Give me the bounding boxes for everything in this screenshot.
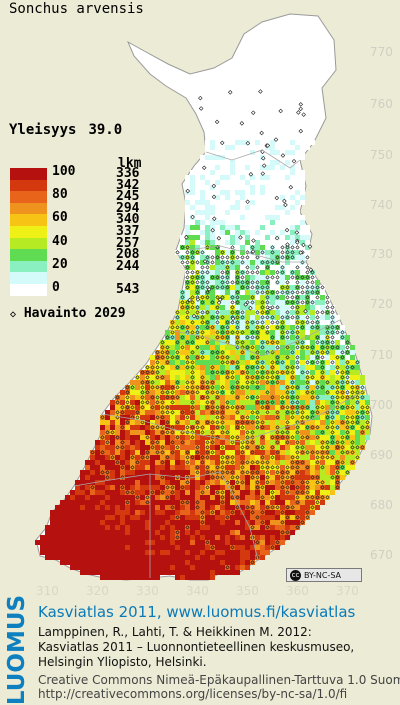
legend-count: 340 (116, 212, 140, 228)
legend-label: 60 (52, 210, 68, 226)
legend-count: 257 (116, 235, 140, 251)
legend-swatch (10, 272, 47, 285)
y-axis-tick: 690 (370, 448, 393, 462)
y-axis-tick: 730 (370, 247, 393, 261)
y-axis-tick: 770 (370, 45, 393, 59)
map-area (35, 13, 373, 581)
observation-dot-icon: ◇ (10, 309, 17, 320)
legend-count: 337 (116, 224, 140, 239)
legend-swatch (10, 191, 47, 204)
cc-icon: cc (290, 569, 301, 581)
footer (0, 600, 400, 702)
y-axis-tick: 670 (370, 548, 393, 562)
luomus-logo: LUOMUS (4, 594, 30, 705)
x-axis-tick: 350 (236, 584, 259, 598)
legend-count: 342 (116, 177, 140, 193)
x-axis-tick: 370 (336, 584, 359, 598)
y-axis-tick: 710 (370, 348, 393, 362)
frequency-value: 39.0 (88, 122, 123, 138)
y-axis-tick: 680 (370, 498, 393, 512)
y-axis-tick: 760 (370, 97, 393, 111)
cc-badge-text: BY-NC-SA (304, 570, 342, 580)
legend-swatch (10, 249, 47, 262)
legend-label: 40 (52, 233, 68, 249)
legend-count-header: lkm (118, 156, 142, 171)
legend-label: 0 (52, 280, 60, 295)
frequency-readout: Yleisyys 39.0 (9, 122, 122, 138)
legend-swatch (10, 237, 47, 250)
species-name: Sonchus arvensis (9, 1, 144, 17)
license-link[interactable]: http://creativecommons.org/licenses/by-n… (38, 687, 348, 701)
y-axis-tick: 750 (370, 148, 393, 162)
atlas-link[interactable]: Kasviatlas 2011, www.luomus.fi/kasviatla… (38, 603, 356, 621)
x-axis-tick: 330 (136, 584, 159, 598)
license-line-1: Creative Commons Nimeä-Epäkaupallinen-Ta… (38, 673, 400, 687)
legend-count: 294 (116, 200, 140, 216)
legend-label: 80 (52, 187, 68, 203)
cc-license-badge[interactable]: cc BY-NC-SA (286, 568, 362, 582)
legend-swatch (10, 214, 47, 227)
distribution-map (35, 13, 373, 581)
legend-swatch (10, 179, 47, 192)
province-boundaries (73, 149, 367, 578)
y-axis-tick: 720 (370, 297, 393, 311)
observations-value: 2029 (94, 306, 126, 321)
citation-line-1: Lamppinen, R., Lahti, T. & Heikkinen M. … (38, 625, 312, 639)
citation-line-2: Kasviatlas 2011 – Luonnontieteellinen ke… (38, 640, 355, 654)
x-axis-tick: 320 (86, 584, 109, 598)
y-axis-tick: 700 (370, 398, 393, 412)
legend-swatch (10, 260, 47, 273)
legend-swatch (10, 202, 47, 215)
x-axis-tick: 360 (286, 584, 309, 598)
observations-readout: ◇ Havainto 2029 (10, 306, 126, 321)
legend-swatch (10, 284, 47, 297)
legend-count: 208 (116, 247, 140, 263)
frequency-label: Yleisyys (9, 122, 77, 138)
legend-count: 244 (116, 258, 140, 274)
legend-count: 543 (116, 282, 140, 297)
legend-label: 20 (52, 256, 68, 272)
x-axis-tick: 310 (36, 584, 59, 598)
legend-swatch (10, 226, 47, 239)
legend-count: 245 (116, 189, 140, 205)
citation-line-3: Helsingin Yliopisto, Helsinki. (38, 655, 207, 669)
legend-count: 336 (116, 166, 140, 181)
x-axis-tick: 340 (186, 584, 209, 598)
legend-label: 100 (52, 164, 76, 179)
legend-swatch (10, 168, 47, 181)
observations-label: Havainto (23, 306, 87, 321)
y-axis-tick: 740 (370, 198, 393, 212)
